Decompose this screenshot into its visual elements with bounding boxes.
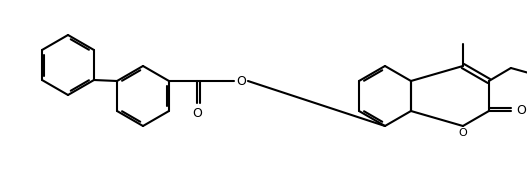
Text: O: O: [458, 128, 467, 138]
Text: O: O: [236, 74, 246, 87]
Text: O: O: [516, 104, 526, 118]
Text: O: O: [192, 107, 202, 120]
